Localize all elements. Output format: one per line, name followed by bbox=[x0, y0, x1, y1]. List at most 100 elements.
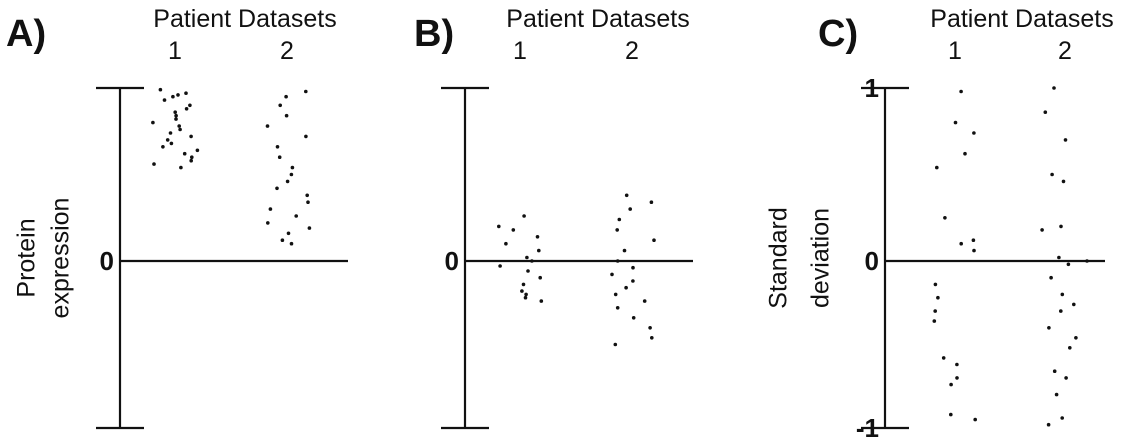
tick-label: 1 bbox=[865, 73, 879, 103]
category-label: 1 bbox=[948, 37, 962, 65]
data-point bbox=[652, 238, 656, 242]
data-point bbox=[161, 145, 165, 149]
panel-label: B) bbox=[414, 13, 454, 55]
data-point bbox=[169, 141, 174, 146]
data-point bbox=[289, 241, 294, 246]
data-point bbox=[949, 382, 953, 387]
data-point bbox=[184, 107, 189, 111]
data-point bbox=[631, 265, 635, 270]
data-point bbox=[530, 259, 534, 263]
data-point bbox=[955, 376, 959, 380]
data-point bbox=[1060, 416, 1064, 420]
data-point bbox=[520, 289, 524, 293]
data-point bbox=[168, 131, 173, 135]
data-point bbox=[1050, 172, 1054, 177]
data-point bbox=[535, 235, 540, 239]
data-point bbox=[277, 155, 282, 159]
tick-label: -1 bbox=[856, 413, 879, 440]
data-point bbox=[275, 145, 280, 149]
data-point bbox=[1043, 110, 1048, 114]
data-point bbox=[932, 319, 937, 323]
chart-panel-2: B) Patient Datasets 1 2 0 bbox=[414, 5, 693, 430]
category-label: 2 bbox=[625, 37, 639, 65]
data-point bbox=[963, 151, 967, 156]
data-point bbox=[933, 309, 937, 313]
data-point bbox=[1049, 275, 1053, 280]
data-point bbox=[174, 117, 178, 121]
data-point bbox=[189, 158, 193, 163]
data-point bbox=[971, 238, 976, 242]
data-point bbox=[953, 120, 958, 125]
data-point bbox=[174, 113, 178, 118]
data-point bbox=[522, 214, 526, 218]
tick-label: 0 bbox=[100, 246, 114, 276]
data-point bbox=[624, 193, 629, 198]
data-point bbox=[524, 292, 528, 297]
data-point bbox=[949, 412, 953, 417]
y-axis-label: expression bbox=[47, 198, 75, 319]
category-label: 1 bbox=[168, 37, 182, 65]
data-point bbox=[173, 110, 177, 114]
data-point bbox=[289, 172, 294, 177]
data-point bbox=[1061, 179, 1066, 184]
tick-label: 0 bbox=[445, 246, 459, 276]
chart-title: Patient Datasets bbox=[506, 5, 689, 33]
data-point bbox=[1054, 392, 1059, 397]
category-label: 1 bbox=[513, 37, 527, 65]
data-point bbox=[1059, 309, 1063, 313]
data-point bbox=[615, 228, 619, 232]
data-point bbox=[1047, 326, 1051, 330]
tick-label: 0 bbox=[865, 246, 879, 276]
data-point bbox=[628, 207, 632, 211]
data-point bbox=[1040, 228, 1044, 232]
data-point bbox=[631, 279, 635, 283]
data-point bbox=[504, 241, 508, 246]
data-point bbox=[1052, 86, 1056, 90]
data-point bbox=[624, 285, 628, 290]
data-point bbox=[151, 120, 155, 125]
data-point bbox=[152, 162, 156, 166]
data-point bbox=[294, 214, 299, 218]
y-axis-label: Protein bbox=[13, 218, 41, 297]
data-point bbox=[176, 93, 180, 97]
data-point bbox=[622, 248, 627, 253]
data-point bbox=[959, 89, 963, 94]
chart-title: Patient Datasets bbox=[930, 5, 1113, 33]
data-point bbox=[521, 282, 526, 287]
data-point bbox=[158, 87, 163, 92]
data-point bbox=[1057, 255, 1061, 260]
data-point bbox=[615, 259, 620, 263]
data-point bbox=[189, 134, 193, 139]
data-point bbox=[182, 151, 187, 156]
data-point bbox=[162, 98, 167, 102]
data-point bbox=[1085, 259, 1089, 263]
data-point bbox=[933, 282, 938, 287]
chart-title: Patient Datasets bbox=[153, 5, 336, 33]
data-point bbox=[275, 186, 279, 191]
data-point bbox=[268, 207, 273, 211]
data-point bbox=[497, 224, 501, 229]
data-point bbox=[941, 356, 946, 360]
data-point bbox=[935, 165, 939, 170]
data-point bbox=[306, 200, 310, 204]
data-point bbox=[631, 316, 636, 320]
data-point bbox=[648, 326, 652, 330]
data-point bbox=[284, 113, 289, 118]
data-point bbox=[284, 94, 288, 99]
data-point bbox=[613, 342, 618, 347]
data-point bbox=[1074, 336, 1078, 340]
data-point bbox=[610, 272, 614, 277]
chart-panel-3: C) Patient Datasets 1 2 1 0 -1 Standard deviatio… bbox=[765, 5, 1114, 440]
data-point bbox=[177, 124, 181, 128]
data-point bbox=[617, 217, 622, 222]
data-point bbox=[649, 200, 654, 204]
data-point bbox=[525, 255, 529, 260]
data-point bbox=[285, 179, 290, 184]
panel-label: A) bbox=[6, 13, 46, 55]
data-point bbox=[184, 91, 188, 95]
data-point bbox=[959, 241, 963, 246]
data-point bbox=[538, 275, 542, 280]
data-point bbox=[972, 131, 976, 135]
data-point bbox=[523, 295, 528, 300]
